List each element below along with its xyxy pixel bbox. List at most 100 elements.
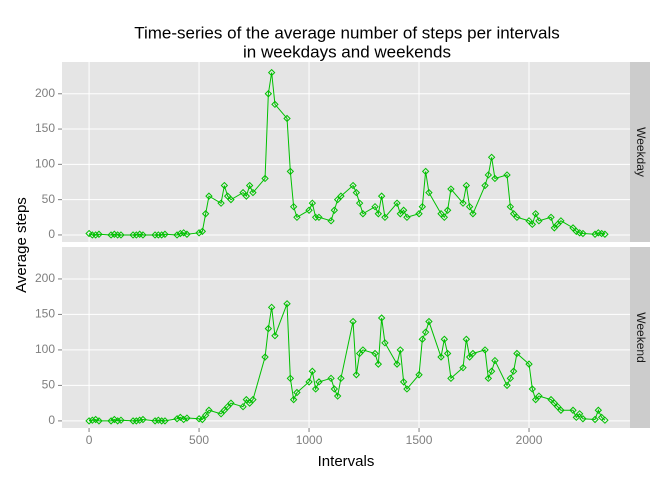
data-point <box>374 360 383 368</box>
data-point <box>352 371 361 379</box>
data-point <box>415 210 423 218</box>
data-point <box>271 332 279 340</box>
data-point <box>330 385 339 393</box>
data-point <box>239 188 247 197</box>
data-point <box>484 374 493 383</box>
data-point <box>179 415 188 424</box>
data-point <box>110 415 119 424</box>
data-point <box>95 230 103 238</box>
x-tick-label: 2000 <box>516 433 543 447</box>
data-point <box>308 199 317 207</box>
data-point <box>553 220 562 229</box>
data-point <box>95 417 103 425</box>
y-tick-label: 50 <box>42 192 56 206</box>
chart-title: Time-series of the average number of ste… <box>134 23 560 42</box>
data-point <box>264 324 273 333</box>
data-point <box>227 399 235 407</box>
data-point <box>283 114 291 123</box>
data-point <box>459 199 467 207</box>
data-point <box>481 181 489 190</box>
data-point <box>513 349 521 358</box>
data-point <box>183 230 191 238</box>
data-point <box>293 388 301 397</box>
data-point <box>487 367 496 375</box>
strip-background <box>630 62 650 242</box>
data-point <box>437 353 445 361</box>
data-point <box>509 367 518 375</box>
data-point <box>440 335 449 343</box>
data-point <box>425 317 433 326</box>
data-point <box>286 167 295 176</box>
data-point <box>418 335 427 343</box>
data-point <box>553 402 562 411</box>
data-point <box>245 399 254 407</box>
data-point <box>333 392 342 400</box>
data-point <box>267 68 276 77</box>
data-point <box>374 210 383 218</box>
data-point <box>447 185 455 193</box>
data-point <box>315 213 323 222</box>
data-point <box>371 349 379 358</box>
data-point <box>503 171 511 179</box>
y-tick-label: 200 <box>35 271 55 285</box>
data-point <box>393 199 401 207</box>
data-point <box>528 385 537 393</box>
data-point <box>305 206 313 214</box>
data-point <box>509 210 518 218</box>
data-point <box>242 395 251 404</box>
data-point <box>239 402 247 411</box>
data-point <box>293 213 301 222</box>
data-point <box>465 353 474 361</box>
data-point <box>579 229 587 238</box>
data-point <box>547 213 555 222</box>
data-point <box>575 410 584 418</box>
data-point <box>506 202 515 211</box>
y-tick-label: 100 <box>35 157 55 171</box>
data-point <box>594 406 603 414</box>
data-point <box>399 378 408 386</box>
data-point <box>139 415 147 424</box>
data-point <box>371 202 379 211</box>
data-point <box>179 229 188 237</box>
data-point <box>550 224 559 232</box>
data-point <box>503 381 511 390</box>
data-point <box>547 395 555 404</box>
data-point <box>381 339 389 347</box>
data-point <box>176 413 185 422</box>
data-point <box>601 416 609 424</box>
data-point <box>91 231 100 239</box>
data-point <box>349 317 357 326</box>
data-point <box>355 349 364 358</box>
data-point <box>484 171 493 179</box>
data-point <box>85 417 93 425</box>
data-point <box>440 213 449 222</box>
data-point <box>132 231 141 239</box>
data-point <box>327 217 335 225</box>
data-point <box>491 174 499 183</box>
data-point <box>557 217 565 225</box>
data-point <box>396 210 405 218</box>
data-point <box>591 230 599 238</box>
data-point <box>396 346 405 354</box>
y-tick-label: 0 <box>48 413 55 427</box>
data-point <box>242 192 251 200</box>
data-point <box>217 410 225 418</box>
data-point <box>443 349 452 358</box>
data-point <box>459 363 467 372</box>
chart-title: in weekdays and weekends <box>243 42 451 61</box>
x-tick-label: 0 <box>86 433 93 447</box>
data-point <box>249 395 257 404</box>
data-point <box>201 411 210 419</box>
y-tick-label: 0 <box>48 227 55 241</box>
x-tick-label: 1500 <box>406 433 433 447</box>
y-tick-label: 100 <box>35 342 55 356</box>
data-point <box>117 231 125 239</box>
data-point <box>337 374 345 383</box>
data-point <box>469 349 477 358</box>
data-point <box>289 202 298 211</box>
x-tick-label: 1000 <box>296 433 323 447</box>
data-point <box>403 213 411 222</box>
data-point <box>355 199 364 207</box>
data-point <box>308 367 317 375</box>
